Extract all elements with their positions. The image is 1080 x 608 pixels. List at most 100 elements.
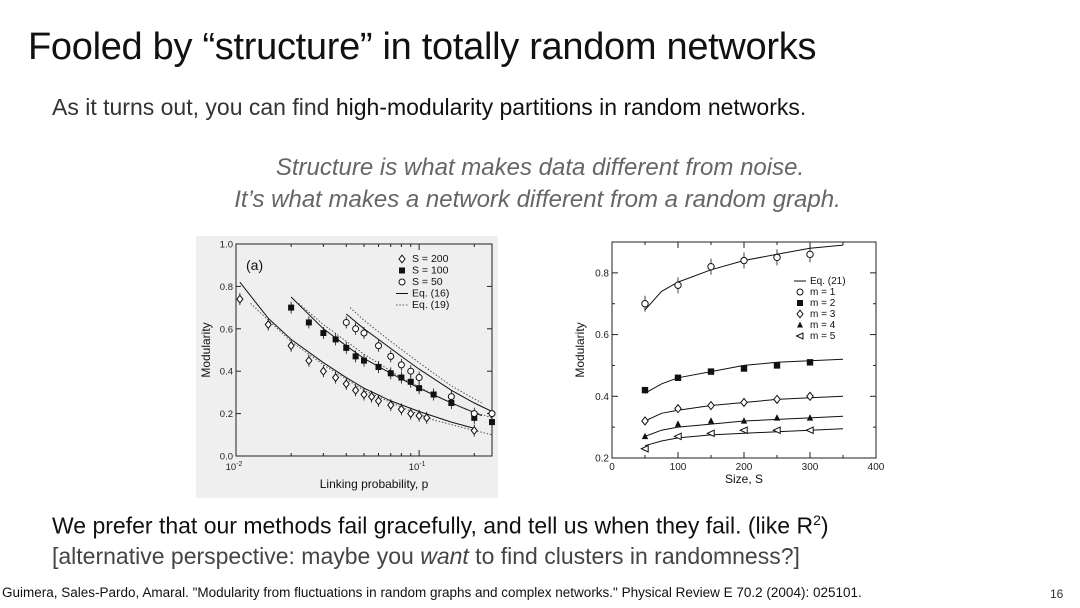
y-tick-label: 0.4 <box>595 392 609 403</box>
data-point-s-200 <box>374 396 383 406</box>
data-point-m-3 <box>740 397 748 408</box>
quote-line-1: Structure is what makes data different f… <box>275 154 805 181</box>
data-point-s-50 <box>360 329 368 337</box>
fit-curve-eq-16 <box>239 281 475 429</box>
legend-swatch <box>796 288 804 296</box>
data-point-s-100 <box>375 363 382 370</box>
data-point-m-4 <box>806 414 814 421</box>
alt-emphasis: want <box>420 543 469 569</box>
y-tick-label: 1.0 <box>220 240 233 251</box>
fit-curve-eq-19 <box>298 303 493 419</box>
data-point-m-4 <box>773 414 781 421</box>
legend-label: Eq. (19) <box>412 299 449 311</box>
data-point-m-5 <box>739 426 748 435</box>
data-point-s-200 <box>423 413 431 423</box>
data-point-s-50 <box>447 393 455 401</box>
x-tick-label: 400 <box>868 462 885 473</box>
data-point-m-1 <box>773 253 781 262</box>
conclusion-line-2: [alternative perspective: maybe you want… <box>52 543 800 570</box>
data-point-s-100 <box>407 378 414 385</box>
data-point-s-200 <box>287 341 295 351</box>
data-point-s-100 <box>416 385 423 392</box>
data-point-s-200 <box>407 408 415 419</box>
fit-curve-eq-21 <box>644 244 844 311</box>
data-point-s-50 <box>387 352 395 360</box>
x-tick-label: 300 <box>802 462 819 473</box>
data-point-m-2 <box>707 368 715 375</box>
data-point-m-4 <box>641 432 649 440</box>
data-point-m-3 <box>707 400 715 411</box>
x-tick-exponent: -1 <box>419 461 425 468</box>
data-point-m-1 <box>707 262 715 271</box>
data-point-s-200 <box>470 425 478 436</box>
data-point-s-200 <box>351 385 360 395</box>
data-point-m-5 <box>673 432 682 441</box>
conclusion-text: We prefer that our methods fail graceful… <box>52 512 814 539</box>
fit-curve-eq-21 <box>644 358 844 394</box>
conclusion-superscript: 2 <box>813 512 821 528</box>
legend-label: m = 3 <box>810 309 836 320</box>
data-point-m-1 <box>641 300 649 308</box>
x-tick-label: 100 <box>670 462 687 473</box>
slide-subtitle: As it turns out, you can find high-modul… <box>52 94 806 121</box>
data-point-m-1 <box>740 256 748 265</box>
data-point-s-200 <box>397 404 406 414</box>
fit-curve-eq-21 <box>644 395 844 422</box>
legend-label: S = 100 <box>412 265 449 277</box>
data-point-s-200 <box>236 294 244 304</box>
data-point-s-50 <box>352 325 360 333</box>
y-tick-label: 0.2 <box>220 409 233 420</box>
data-point-m-1 <box>674 281 682 289</box>
x-tick-exponent: -2 <box>236 461 242 468</box>
data-point-s-200 <box>367 392 376 402</box>
data-point-s-50 <box>488 410 496 418</box>
slide-title: Fooled by “structure” in totally random … <box>28 26 817 68</box>
data-point-s-100 <box>489 419 495 426</box>
data-point-m-5 <box>640 444 649 453</box>
fit-curve-eq-19 <box>349 307 483 404</box>
legend-label: S = 50 <box>412 276 443 288</box>
legend-label: S = 200 <box>412 253 449 265</box>
data-point-s-100 <box>352 353 359 360</box>
y-tick-label: 0.2 <box>595 454 609 465</box>
y-tick-label: 0.6 <box>220 324 233 335</box>
legend-swatch <box>399 267 405 274</box>
data-point-m-4 <box>740 417 748 424</box>
data-point-s-50 <box>342 318 350 326</box>
x-tick-label: 0 <box>609 462 615 473</box>
data-point-s-100 <box>343 344 350 351</box>
data-point-m-3 <box>641 416 649 426</box>
data-point-s-200 <box>387 400 395 410</box>
panel-label: (a) <box>246 257 263 273</box>
conclusion-end: ) <box>820 512 829 539</box>
data-point-s-200 <box>319 366 328 376</box>
chart-b-frame <box>611 241 877 459</box>
subtitle-highlight: high-modularity partitions in random net… <box>335 94 800 120</box>
legend-swatch <box>797 300 803 306</box>
data-point-m-2 <box>641 386 649 394</box>
alt-end: to find clusters in randomness?] <box>468 543 800 569</box>
legend-label: Eq. (16) <box>412 288 449 300</box>
subtitle-end: . <box>799 94 807 120</box>
data-point-s-100 <box>361 357 367 364</box>
data-point-m-3 <box>773 394 781 405</box>
data-point-s-50 <box>470 410 478 418</box>
data-point-m-3 <box>806 391 814 402</box>
fit-curve-eq-21 <box>644 415 844 437</box>
legend-label: Eq. (21) <box>810 276 846 287</box>
alt-lead: [alternative perspective: maybe you <box>52 543 421 569</box>
data-point-s-200 <box>264 319 272 330</box>
quote-line-2: It’s what makes a network different from… <box>234 186 841 213</box>
legend-swatch <box>398 278 406 286</box>
legend-swatch <box>797 321 803 328</box>
conclusion-line-1: We prefer that our methods fail graceful… <box>52 512 829 540</box>
x-axis-label: Size, S <box>725 472 763 486</box>
y-tick-label: 0.8 <box>220 282 233 293</box>
data-point-s-100 <box>448 400 455 406</box>
data-point-s-200 <box>305 355 313 366</box>
legend-label: m = 4 <box>810 320 836 331</box>
legend-swatch <box>398 254 406 264</box>
citation: Guimera, Sales-Pardo, Amaral. "Modularit… <box>2 585 862 600</box>
legend-label: m = 2 <box>810 298 836 309</box>
legend-swatch <box>795 332 804 340</box>
